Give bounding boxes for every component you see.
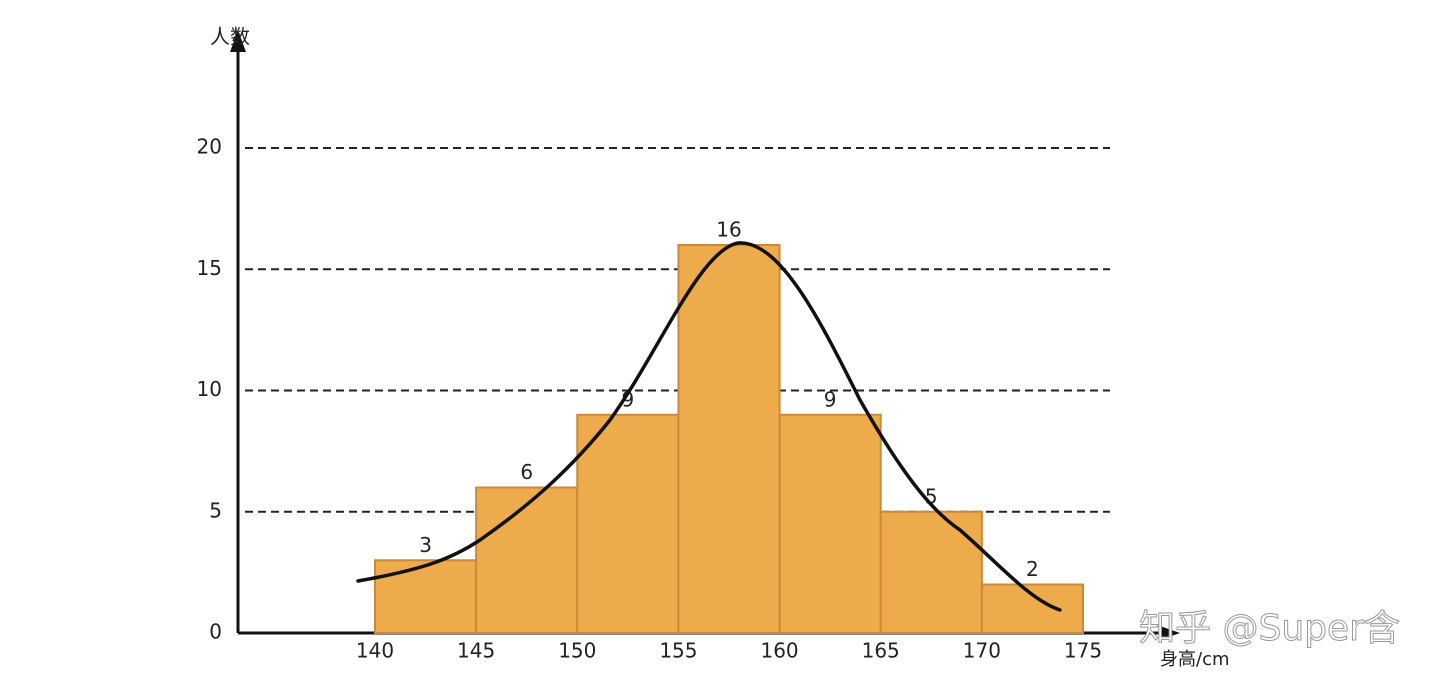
x-tick-label: 160 (760, 639, 798, 663)
data-label: 16 (716, 218, 741, 242)
x-tick-label: 150 (558, 639, 596, 663)
y-tick-label: 5 (209, 498, 222, 522)
x-axis-label: 身高/cm (1160, 649, 1230, 670)
trend-curve (356, 241, 1062, 612)
bar (576, 413, 680, 634)
x-tick-label: 145 (457, 639, 495, 663)
x-tick-label: 140 (356, 639, 394, 663)
bar (677, 244, 781, 634)
x-tick-label: 165 (862, 639, 900, 663)
y-tick-label: 10 (197, 377, 222, 401)
bar (374, 559, 478, 634)
x-tick-label: 175 (1064, 639, 1102, 663)
watermark: 知乎 @Super含 (1139, 608, 1400, 649)
bar (980, 583, 1084, 634)
y-tick-label: 20 (197, 135, 222, 159)
data-label: 9 (621, 387, 634, 411)
data-label: 3 (419, 533, 432, 557)
x-axis-arrow (1160, 626, 1180, 640)
y-tick-label: 0 (209, 620, 222, 644)
data-label: 2 (1026, 557, 1039, 581)
y-axis-arrow (230, 30, 246, 52)
x-tick-label: 155 (659, 639, 697, 663)
bar (879, 510, 983, 634)
x-tick-label: 170 (963, 639, 1001, 663)
bar (778, 413, 882, 634)
bar (475, 486, 579, 634)
y-tick-label: 15 (197, 256, 222, 280)
data-label: 9 (824, 387, 837, 411)
y-axis-label: 人数 (210, 25, 250, 49)
data-label: 6 (520, 460, 533, 484)
